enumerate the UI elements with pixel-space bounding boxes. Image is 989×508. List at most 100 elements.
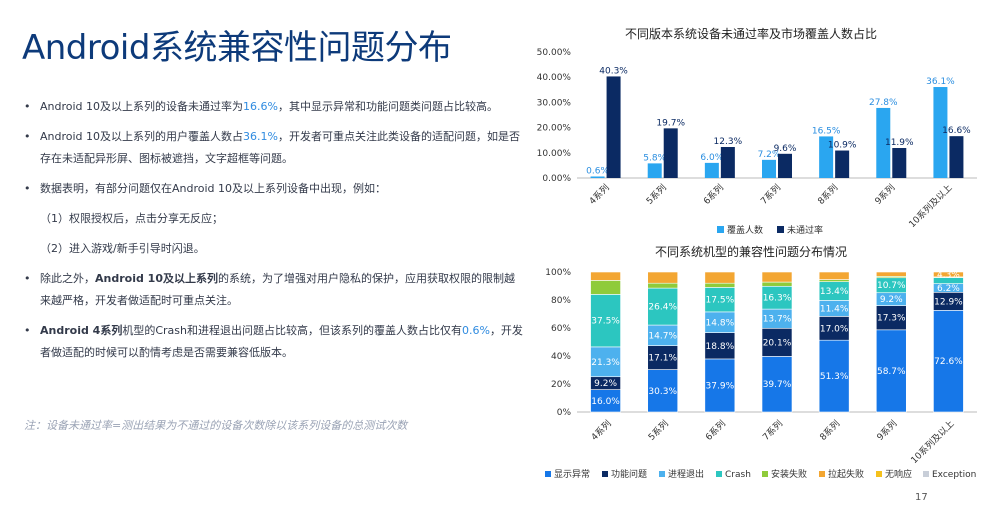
x-tick-label: 10系列及以上 <box>908 418 956 466</box>
stack-segment <box>647 282 679 289</box>
legend-label: 拉起失败 <box>828 468 864 480</box>
stack-segment <box>761 271 793 283</box>
data-label: 6.2% <box>937 284 960 294</box>
data-label: 17.1% <box>648 354 677 364</box>
bar-fail-rate <box>892 148 907 178</box>
data-label: 58.7% <box>877 367 906 377</box>
legend-swatch <box>545 471 551 477</box>
legend-swatch <box>659 471 665 477</box>
stack-segment <box>875 329 907 413</box>
bar-fail-rate <box>720 147 735 178</box>
data-label: 13.7% <box>763 315 792 325</box>
bullet-dot: • <box>24 324 31 337</box>
x-tick-label: 5系列 <box>646 418 671 443</box>
y-tick-label: 30.00% <box>537 98 572 108</box>
stack-segment <box>704 287 736 313</box>
bar-fail-rate <box>835 150 850 178</box>
chart-title: 不同系统机型的兼容性问题分布情况 <box>655 244 847 259</box>
data-label: 36.1% <box>926 77 955 87</box>
bar-coverage <box>876 107 891 178</box>
x-tick-label: 6系列 <box>703 418 728 443</box>
bullet-dot: • <box>24 100 31 113</box>
legend-swatch <box>717 226 724 233</box>
legend-label: 覆盖人数 <box>727 224 763 236</box>
stack-segment <box>818 339 850 413</box>
y-tick-label: 40.00% <box>537 73 572 83</box>
data-label: 37.9% <box>706 381 735 391</box>
bullet-list: • Android 10及以上系列的设备未通过率为16.6%，其中显示异常和功能问… <box>24 96 524 372</box>
y-tick-label: 20% <box>551 380 571 390</box>
bar-fail-rate <box>606 76 621 178</box>
data-label: 21.3% <box>591 358 620 368</box>
data-label: 14.7% <box>648 331 677 341</box>
page-number: 17 <box>915 492 928 503</box>
data-label: 9.2% <box>880 295 903 305</box>
data-label: 17.5% <box>706 296 735 306</box>
x-tick-label: 8系列 <box>815 182 840 207</box>
legend-label: 功能问题 <box>611 468 647 480</box>
data-label: 14.8% <box>706 318 735 328</box>
data-label: 10.9% <box>828 141 857 151</box>
stack-segment <box>875 305 907 331</box>
x-tick-label: 7系列 <box>760 418 785 443</box>
legend-swatch <box>716 471 722 477</box>
data-label: 51.3% <box>820 372 849 382</box>
data-label: 30.3% <box>648 387 677 397</box>
y-tick-label: 20.00% <box>537 124 572 134</box>
bullet-text: ，其中显示异常和功能问题类问题占比较高。 <box>277 100 498 113</box>
data-label: 9.6% <box>774 144 797 154</box>
stack-segment <box>933 310 964 413</box>
legend-label: 进程退出 <box>668 468 704 480</box>
data-label: 19.7% <box>656 118 685 128</box>
stack-segment <box>761 281 793 287</box>
legend-label: 未通过率 <box>787 224 823 236</box>
bullet-text: ，开发者做适配的时候可以酌情考虑是否需要兼容低版本。 <box>40 324 523 359</box>
bullet-text: 数据表明，有部分问题仅在Android 10及以上系列设备中出现，例如： <box>40 182 387 195</box>
stack-segment <box>647 271 679 284</box>
compat-issue-distribution-chart: 不同系统机型的兼容性问题分布情况 0% 20% 40% 60% 80% 100% 16.0% 9… <box>545 244 977 480</box>
y-tick-label: 60% <box>551 324 571 334</box>
data-label: 13.4% <box>820 287 849 297</box>
bar-coverage <box>704 162 719 178</box>
x-tick-label: 4系列 <box>588 418 613 443</box>
bar-coverage <box>819 136 834 178</box>
y-tick-label: 40% <box>551 352 571 362</box>
data-label: 16.6% <box>942 126 971 136</box>
legend-swatch <box>876 471 882 477</box>
data-label: 7.2% <box>758 150 781 160</box>
data-label: 17.0% <box>820 324 849 334</box>
bullet-text: Android 4系列 <box>40 324 123 337</box>
bar-fail-rate <box>663 128 678 178</box>
stack-segment <box>761 356 793 413</box>
data-label: 40.3% <box>599 66 628 76</box>
stack-segment <box>818 279 850 282</box>
legend-label: Crash <box>725 470 751 480</box>
x-tick-label: 7系列 <box>758 182 783 207</box>
bullet-text: ，开发者可重点关注此类设备的适配问题，如是否存在未适配异形屏、图标被遮挡，文字超… <box>40 130 520 165</box>
bar-coverage <box>933 87 948 178</box>
stack-segment <box>704 282 736 288</box>
page-title: Android系统兼容性问题分布 <box>22 28 452 68</box>
stack-segment <box>590 271 621 281</box>
legend-swatch <box>762 471 768 477</box>
data-label: 10.7% <box>877 281 906 291</box>
stack-segment <box>704 271 736 284</box>
x-tick-label: 9系列 <box>874 418 899 443</box>
bullet-text: 除此之外， <box>40 272 95 285</box>
bullet-item: • Android 4系列机型的Crash和进程退出问题占比较高，但该系列的覆盖人… <box>24 320 524 364</box>
stack-segment <box>704 332 736 360</box>
bullet-item: • Android 10及以上系列的设备未通过率为16.6%，其中显示异常和功能问… <box>24 96 524 118</box>
bullet-dot: • <box>24 130 31 143</box>
data-label: 12.9% <box>934 297 963 307</box>
data-label: 6.0% <box>700 153 723 163</box>
y-tick-label: 0% <box>557 408 572 418</box>
data-label: 37.5% <box>591 317 620 327</box>
bullet-text: 36.1% <box>243 130 278 143</box>
x-tick-label: 9系列 <box>872 182 897 207</box>
bullet-subline: （1）权限授权后，点击分享无反应； <box>40 212 223 225</box>
legend-label: 无响应 <box>885 468 912 480</box>
legend-label: 显示异常 <box>554 468 590 480</box>
stack-segment <box>590 346 621 378</box>
data-label: 0.6% <box>586 166 609 176</box>
legend-swatch <box>819 471 825 477</box>
